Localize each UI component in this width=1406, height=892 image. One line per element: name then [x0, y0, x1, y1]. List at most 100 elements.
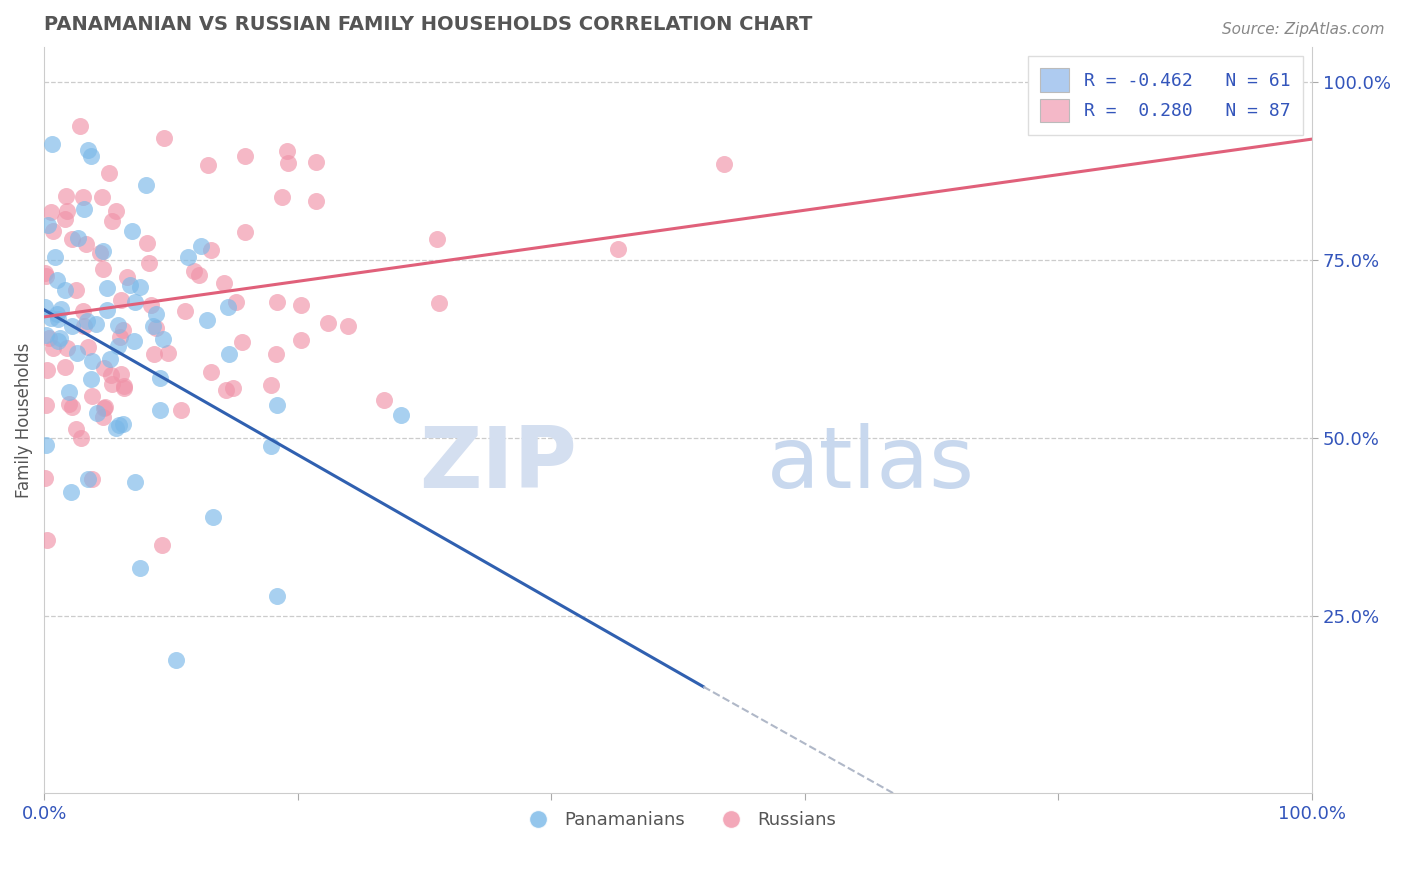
Point [107, 339, 129, 353]
Point [100, 368, 122, 382]
Point [218, 346, 240, 360]
Point [277, 155, 299, 169]
Point [35, 269, 58, 284]
Text: atlas: atlas [766, 424, 974, 507]
Point [217, 301, 239, 315]
Point [89, 246, 111, 260]
Point [124, 475, 146, 489]
Point [266, 295, 288, 310]
Point [429, 295, 451, 310]
Point [90, 190, 112, 204]
Point [66, 231, 89, 245]
Point [111, 417, 134, 431]
Point [122, 334, 145, 348]
Text: PANAMANIAN VS RUSSIAN FAMILY HOUSEHOLDS CORRELATION CHART: PANAMANIAN VS RUSSIAN FAMILY HOUSEHOLDS … [44, 15, 813, 34]
Point [150, 538, 173, 552]
Point [107, 318, 129, 333]
Point [149, 371, 172, 385]
Point [93, 360, 115, 375]
Point [260, 439, 283, 453]
Point [39, 204, 62, 219]
Point [75, 237, 97, 252]
Point [713, 157, 735, 171]
Point [34, 301, 56, 315]
Point [152, 332, 174, 346]
Point [38, 331, 60, 345]
Point [214, 277, 236, 291]
Point [55, 189, 77, 203]
Point [37, 533, 59, 548]
Point [138, 256, 160, 270]
Point [53, 360, 76, 375]
Point [149, 403, 172, 417]
Point [176, 250, 198, 264]
Point [69, 431, 91, 445]
Point [98, 166, 121, 180]
Point [112, 381, 135, 395]
Point [49, 331, 72, 345]
Text: ZIP: ZIP [419, 424, 576, 507]
Point [389, 408, 412, 422]
Point [142, 318, 165, 333]
Point [139, 298, 162, 312]
Point [104, 203, 127, 218]
Point [93, 409, 115, 424]
Point [65, 422, 87, 436]
Point [41, 225, 63, 239]
Point [66, 346, 89, 360]
Point [76, 314, 98, 328]
Point [96, 281, 118, 295]
Point [233, 149, 256, 163]
Point [215, 383, 238, 397]
Point [35, 438, 58, 452]
Point [96, 303, 118, 318]
Point [231, 334, 253, 349]
Point [34, 267, 56, 281]
Point [152, 131, 174, 145]
Point [76, 340, 98, 354]
Point [72, 190, 94, 204]
Point [60, 319, 83, 334]
Point [260, 378, 283, 392]
Point [98, 351, 121, 366]
Point [46, 312, 69, 326]
Point [107, 418, 129, 433]
Point [188, 268, 211, 282]
Point [41, 137, 63, 152]
Point [91, 262, 114, 277]
Point [60, 232, 83, 246]
Point [80, 472, 103, 486]
Point [124, 295, 146, 310]
Point [290, 333, 312, 347]
Point [51, 302, 73, 317]
Point [65, 284, 87, 298]
Point [108, 330, 131, 344]
Point [135, 178, 157, 192]
Point [222, 381, 245, 395]
Point [336, 318, 359, 333]
Point [73, 318, 96, 333]
Point [135, 236, 157, 251]
Point [121, 224, 143, 238]
Point [56, 204, 79, 219]
Point [183, 264, 205, 278]
Point [44, 250, 66, 264]
Point [82, 354, 104, 368]
Point [72, 304, 94, 318]
Point [59, 485, 82, 500]
Point [271, 189, 294, 203]
Point [200, 365, 222, 379]
Y-axis label: Family Households: Family Households [15, 343, 32, 498]
Point [200, 244, 222, 258]
Point [114, 379, 136, 393]
Point [197, 158, 219, 172]
Point [80, 148, 103, 162]
Point [174, 304, 197, 318]
Point [101, 214, 124, 228]
Point [93, 401, 115, 415]
Point [305, 154, 328, 169]
Point [58, 384, 80, 399]
Point [233, 226, 256, 240]
Point [264, 347, 287, 361]
Point [316, 316, 339, 330]
